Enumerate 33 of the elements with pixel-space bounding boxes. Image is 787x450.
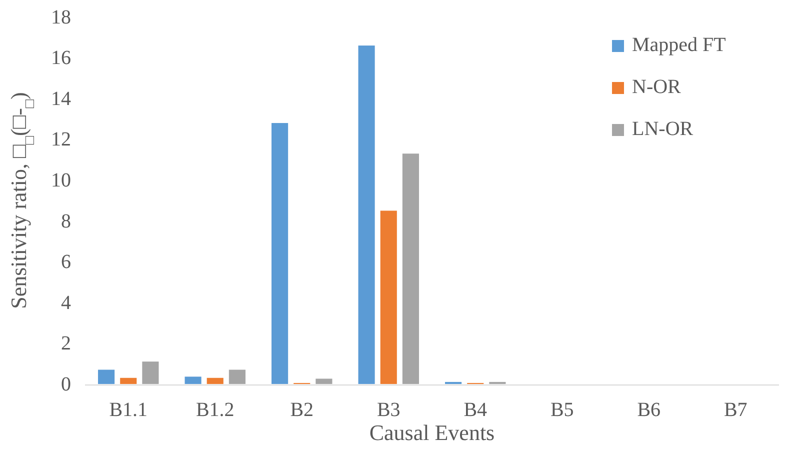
- x-tick-label: B1.1: [109, 399, 148, 422]
- legend-label: LN-OR: [632, 118, 694, 140]
- x-tick-label: B3: [376, 399, 400, 422]
- x-axis-title: Causal Events: [369, 420, 495, 445]
- bar: [120, 378, 137, 384]
- y-tick-label: 14: [51, 88, 71, 110]
- y-tick-label: 4: [61, 292, 71, 314]
- y-tick-label: 8: [61, 210, 71, 232]
- y-tick-label: 6: [61, 251, 71, 274]
- bar: [206, 378, 224, 384]
- x-tick-label: B6: [637, 399, 661, 422]
- bar: [184, 376, 202, 384]
- y-tick-label: 12: [51, 128, 71, 151]
- legend-label: Mapped FT: [632, 34, 726, 56]
- x-tick-label: B7: [724, 399, 748, 422]
- y-tick-label: 10: [51, 170, 71, 192]
- bar: [402, 154, 419, 384]
- x-tick-label: B5: [550, 399, 574, 422]
- y-tick-label: 16: [51, 47, 71, 70]
- y-tick-label: 18: [51, 6, 71, 28]
- x-tick-label: B4: [464, 399, 488, 422]
- bar: [228, 370, 246, 384]
- x-tick-label: B1.2: [196, 399, 234, 422]
- x-tick-label: B2: [290, 399, 314, 422]
- bar: [380, 210, 397, 384]
- bar: [98, 370, 115, 384]
- bar: [358, 46, 375, 384]
- legend-label: N-OR: [632, 76, 682, 98]
- bar: [272, 123, 288, 384]
- y-tick-label: 0: [61, 373, 71, 396]
- y-tick-label: 2: [61, 332, 71, 355]
- bar: [142, 362, 159, 384]
- bar: [316, 378, 332, 384]
